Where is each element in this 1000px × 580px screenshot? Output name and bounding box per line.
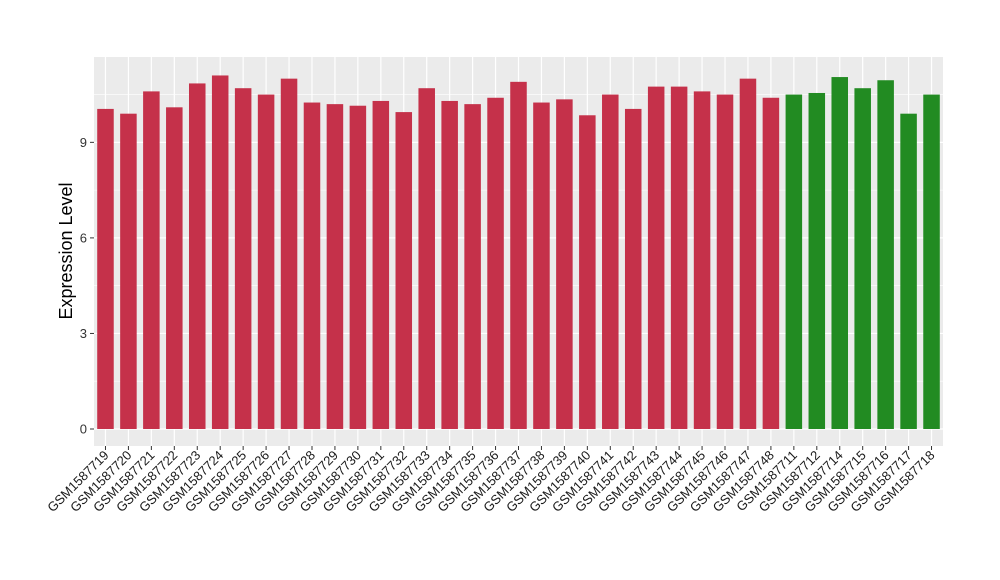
- bar-GSM1587734: [441, 100, 458, 429]
- bar-GSM1587733: [418, 88, 435, 429]
- y-tick-label: 9: [80, 135, 87, 150]
- y-axis: 0 3 6 9: [80, 135, 94, 437]
- bar-GSM1587741: [602, 94, 619, 429]
- bar-GSM1587735: [464, 104, 481, 429]
- bar-GSM1587714: [831, 77, 849, 430]
- bar-GSM1587739: [556, 99, 573, 429]
- bar-GSM1587742: [624, 108, 642, 429]
- y-tick-label: 0: [80, 422, 87, 437]
- y-axis-title: Expression Level: [56, 182, 76, 319]
- bar-GSM1587738: [533, 102, 550, 429]
- bar-GSM1587736: [487, 97, 504, 429]
- bar-GSM1587724: [211, 75, 229, 429]
- bar-GSM1587719: [97, 108, 114, 429]
- bar-GSM1587723: [188, 83, 206, 430]
- y-tick-label: 6: [80, 230, 87, 245]
- bar-GSM1587737: [510, 81, 527, 430]
- bar-GSM1587727: [280, 78, 298, 430]
- bar-GSM1587718: [923, 94, 940, 429]
- bar-GSM1587725: [234, 88, 252, 429]
- bar-GSM1587726: [257, 94, 275, 429]
- y-tick-label: 3: [80, 326, 87, 341]
- bar-GSM1587748: [762, 97, 780, 429]
- bar-GSM1587717: [900, 113, 917, 429]
- bar-GSM1587720: [120, 113, 137, 429]
- bar-GSM1587740: [579, 115, 596, 429]
- bar-GSM1587743: [647, 86, 665, 430]
- bar-GSM1587728: [303, 102, 321, 429]
- bar-GSM1587731: [372, 100, 390, 429]
- bar-GSM1587721: [143, 91, 160, 429]
- bar-GSM1587747: [739, 78, 757, 430]
- bar-GSM1587722: [166, 107, 183, 429]
- x-axis: GSM1587719GSM1587720GSM1587721GSM1587722…: [44, 446, 938, 515]
- bar-GSM1587744: [670, 86, 688, 430]
- bar-GSM1587711: [785, 94, 803, 429]
- bars: [97, 75, 940, 430]
- bar-GSM1587716: [877, 80, 894, 430]
- bar-GSM1587732: [395, 112, 413, 429]
- bar-GSM1587712: [808, 92, 826, 430]
- bar-GSM1587746: [716, 94, 734, 429]
- bar-GSM1587745: [693, 91, 711, 429]
- bar-GSM1587715: [854, 88, 871, 429]
- bar-GSM1587729: [326, 104, 344, 429]
- bar-GSM1587730: [349, 105, 367, 429]
